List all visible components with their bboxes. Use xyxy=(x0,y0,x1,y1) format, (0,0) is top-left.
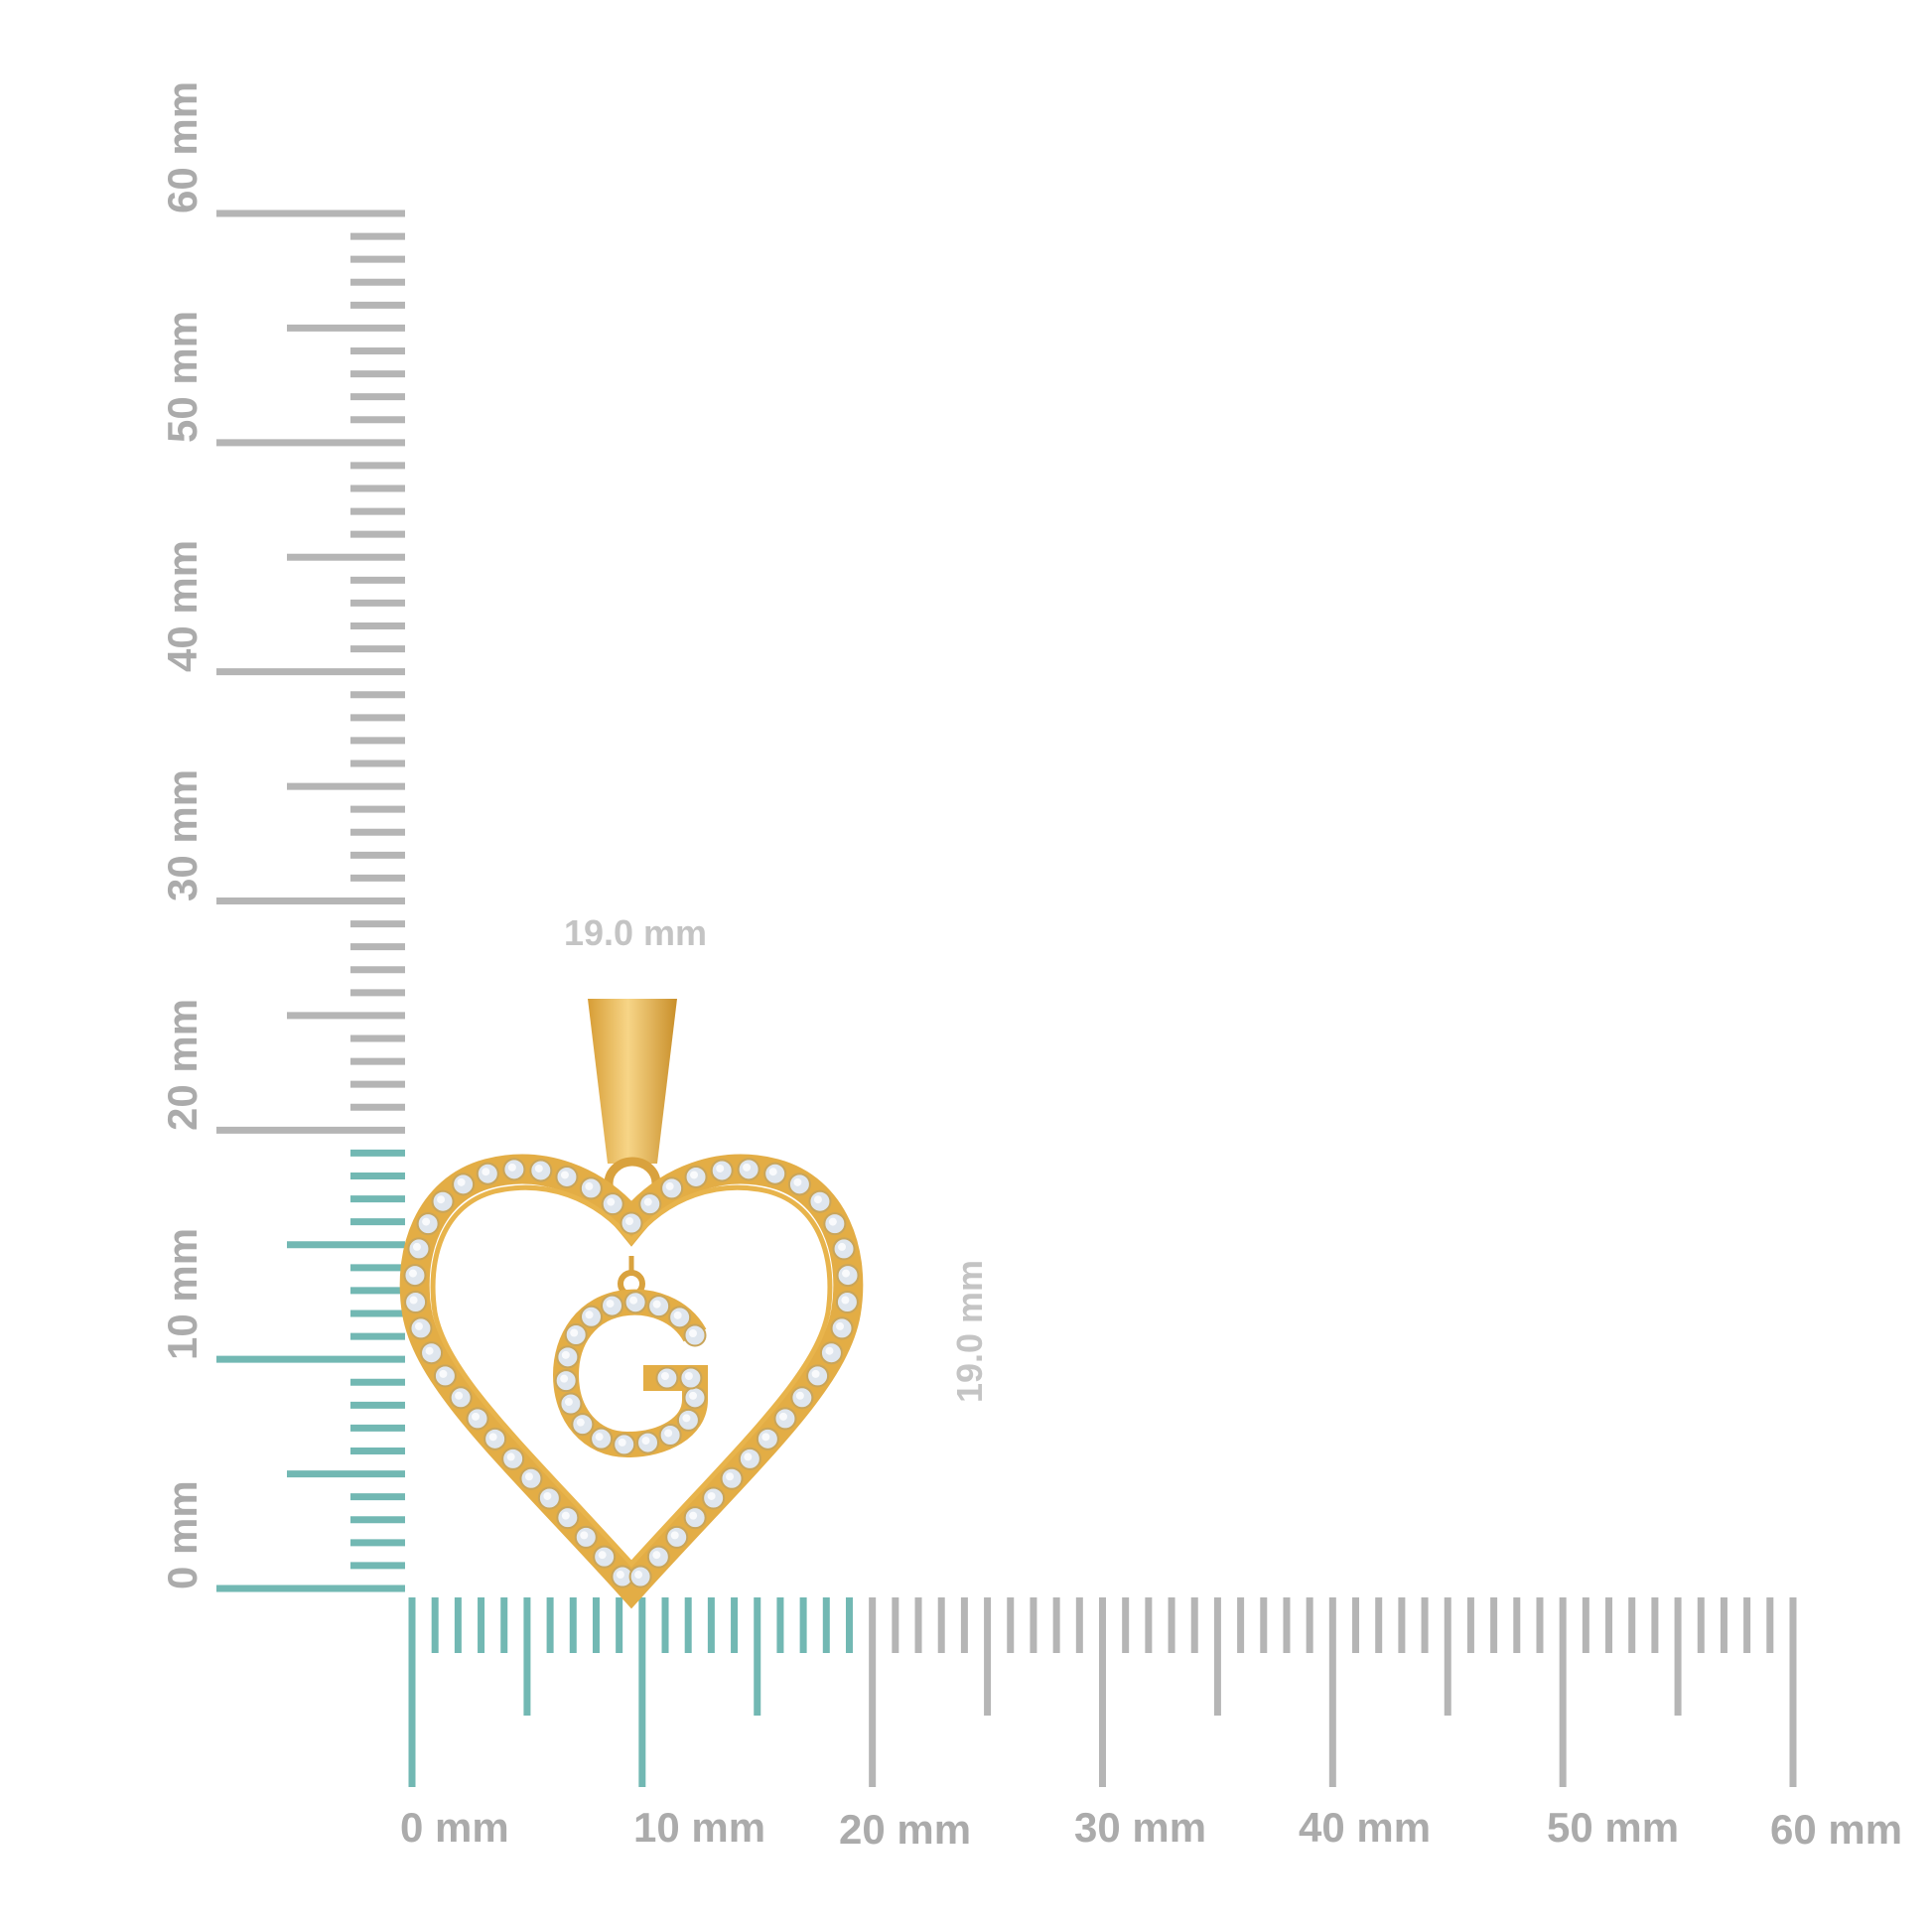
vertical-label-0: 0 mm xyxy=(159,1480,206,1589)
stone-highlight xyxy=(506,1452,515,1461)
stone-highlight xyxy=(534,1164,543,1173)
stone-highlight xyxy=(795,1391,804,1400)
stone-highlight xyxy=(598,1551,607,1560)
vertical-label-50: 50 mm xyxy=(159,311,206,443)
horizontal-label-60: 60 mm xyxy=(1770,1806,1902,1853)
stone-highlight xyxy=(437,1195,446,1204)
stone-highlight xyxy=(690,1171,699,1179)
stone-highlight xyxy=(561,1350,570,1359)
width-dimension-label: 19.0 mm xyxy=(564,912,707,953)
stone-highlight xyxy=(606,1300,615,1309)
letter-g-stones xyxy=(554,1291,707,1456)
stone-highlight xyxy=(811,1369,820,1378)
vertical-label-10: 10 mm xyxy=(159,1228,206,1360)
stone-highlight xyxy=(707,1491,716,1500)
stone-highlight xyxy=(673,1311,682,1319)
stone-highlight xyxy=(838,1242,847,1251)
stone-highlight xyxy=(841,1296,850,1305)
stone-highlight xyxy=(793,1177,802,1186)
stone-highlight xyxy=(744,1452,753,1461)
stone-highlight xyxy=(625,1217,633,1225)
stone-highlight xyxy=(689,1391,697,1400)
stone-highlight xyxy=(414,1321,423,1330)
stone-highlight xyxy=(825,1346,834,1355)
stone-highlight xyxy=(408,1269,417,1278)
heart-inner-rim xyxy=(430,1184,833,1568)
heart-stones xyxy=(403,1158,860,1588)
stone-highlight xyxy=(576,1418,585,1427)
horizontal-ruler xyxy=(408,1597,1797,1787)
stone-highlight xyxy=(561,1511,570,1520)
stone-highlight xyxy=(670,1531,679,1540)
stone-highlight xyxy=(607,1197,616,1206)
stone-highlight xyxy=(412,1242,421,1251)
stone-highlight xyxy=(570,1328,579,1337)
stone-highlight xyxy=(684,1372,693,1380)
stone-highlight xyxy=(768,1168,777,1176)
vertical-ruler-labels: 0 mm 10 mm 20 mm 30 mm 40 mm 50 mm 60 mm xyxy=(159,81,206,1589)
stone-highlight xyxy=(618,1438,626,1447)
stone-highlight xyxy=(455,1391,464,1400)
stone-highlight xyxy=(422,1217,431,1226)
heart-pendant: G xyxy=(399,999,864,1609)
stone-highlight xyxy=(643,1197,652,1206)
stone-highlight xyxy=(778,1412,787,1421)
heart-frame xyxy=(399,1154,864,1609)
stone-highlight xyxy=(543,1491,552,1500)
stone-highlight xyxy=(560,1171,569,1179)
stone-highlight xyxy=(524,1472,533,1481)
stone-highlight xyxy=(616,1571,624,1580)
stone-highlight xyxy=(842,1269,851,1278)
stone-highlight xyxy=(560,1374,569,1383)
stone-highlight xyxy=(409,1296,418,1305)
stone-highlight xyxy=(457,1177,466,1186)
stone-highlight xyxy=(664,1429,673,1438)
stone-highlight xyxy=(689,1329,697,1337)
stone-highlight xyxy=(585,1181,594,1190)
stone-highlight xyxy=(761,1433,770,1442)
stone-highlight xyxy=(726,1472,735,1481)
horizontal-label-10: 10 mm xyxy=(633,1804,765,1851)
horizontal-label-40: 40 mm xyxy=(1299,1804,1431,1851)
stone-highlight xyxy=(488,1433,497,1442)
stone-highlight xyxy=(836,1321,845,1330)
vertical-label-60: 60 mm xyxy=(159,81,206,213)
stone-highlight xyxy=(595,1433,604,1442)
vertical-ruler xyxy=(216,209,405,1592)
height-dimension-label: 19.0 mm xyxy=(949,1260,990,1403)
stone-highlight xyxy=(564,1398,573,1407)
stone-highlight xyxy=(634,1571,643,1580)
vertical-label-30: 30 mm xyxy=(159,769,206,901)
stone-highlight xyxy=(660,1372,669,1380)
stone-highlight xyxy=(682,1414,691,1423)
bail xyxy=(588,999,677,1164)
stone-highlight xyxy=(425,1346,434,1355)
stone-highlight xyxy=(652,1300,661,1309)
horizontal-ruler-labels: 0 mm 10 mm 20 mm 30 mm 40 mm 50 mm 60 mm xyxy=(400,1804,1902,1853)
stone-highlight xyxy=(472,1412,481,1421)
stone-highlight xyxy=(828,1217,837,1226)
stone-highlight xyxy=(580,1531,589,1540)
stone-highlight xyxy=(652,1551,661,1560)
stone-highlight xyxy=(641,1437,650,1446)
stone-highlight xyxy=(689,1511,698,1520)
stone-highlight xyxy=(743,1163,752,1172)
vertical-label-40: 40 mm xyxy=(159,540,206,672)
horizontal-label-0: 0 mm xyxy=(400,1804,509,1851)
stone-highlight xyxy=(629,1296,638,1305)
stone-highlight xyxy=(665,1181,674,1190)
stone-highlight xyxy=(585,1311,594,1319)
horizontal-label-30: 30 mm xyxy=(1074,1804,1206,1851)
stone-highlight xyxy=(716,1164,725,1173)
horizontal-label-20: 20 mm xyxy=(839,1806,971,1853)
vertical-label-20: 20 mm xyxy=(159,999,206,1131)
horizontal-label-50: 50 mm xyxy=(1547,1804,1679,1851)
stone-highlight xyxy=(813,1195,822,1204)
stone-highlight xyxy=(439,1369,448,1378)
stone-highlight xyxy=(507,1163,516,1172)
stone-highlight xyxy=(482,1168,490,1176)
